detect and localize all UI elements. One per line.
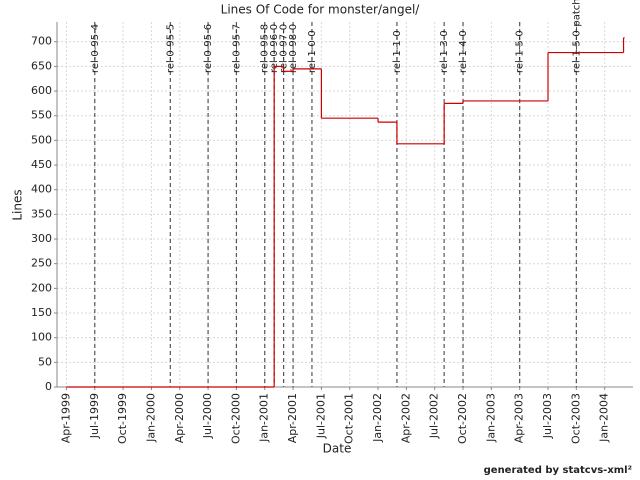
- x-tick-label: Jan-2002: [371, 393, 384, 443]
- x-tick-label: Jul-2000: [201, 393, 214, 439]
- y-tick-label: 300: [31, 232, 52, 245]
- y-tick-label: 450: [31, 158, 52, 171]
- release-label: rel-0-97-0: [279, 24, 290, 73]
- y-tick-label: 200: [31, 281, 52, 294]
- y-tick-label: 700: [31, 35, 52, 48]
- x-tick-label: Apr-2003: [513, 393, 526, 443]
- release-label: rel-0-95-8: [260, 24, 271, 73]
- release-label: rel-1-5-0: [515, 30, 526, 73]
- y-tick-label: 550: [31, 109, 52, 122]
- x-tick-label: Apr-2001: [286, 393, 299, 443]
- chart-title: Lines Of Code for monster/angel/: [221, 3, 421, 17]
- release-label: rel-0-95-4: [90, 24, 101, 73]
- release-label: rel-1-3-0: [439, 30, 450, 73]
- x-tick-label: Oct-2001: [343, 393, 356, 444]
- x-tick-label: Jul-2001: [314, 393, 327, 439]
- release-label: rel-0-98-0: [288, 24, 299, 73]
- y-tick-label: 650: [31, 59, 52, 72]
- release-label: rel-1-1-0: [392, 30, 403, 73]
- y-axis-label: Lines: [11, 189, 25, 220]
- y-tick-label: 100: [31, 331, 52, 344]
- x-tick-label: Jan-2000: [144, 393, 157, 443]
- x-tick-label: Jul-1999: [88, 393, 101, 439]
- x-tick-label: Jan-2004: [598, 393, 611, 443]
- release-label: rel-0-95-5: [165, 24, 176, 73]
- y-tick-label: 400: [31, 183, 52, 196]
- release-label: rel-1-4-0: [458, 30, 469, 73]
- y-tick-label: 50: [38, 355, 52, 368]
- y-tick-label: 600: [31, 84, 52, 97]
- x-tick-label: Jul-2002: [428, 393, 441, 439]
- x-tick-label: Oct-1999: [116, 393, 129, 444]
- x-tick-label: Jul-2003: [541, 393, 554, 439]
- x-tick-label: Jan-2003: [484, 393, 497, 443]
- y-tick-label: 350: [31, 207, 52, 220]
- x-tick-label: Apr-1999: [59, 393, 72, 443]
- x-tick-label: Apr-2000: [173, 393, 186, 443]
- footer: generated by statcvs-xml²: [484, 465, 632, 476]
- release-label: rel-1-5-0-patch: [571, 0, 582, 73]
- y-tick-label: 250: [31, 257, 52, 270]
- release-label: rel-0-95-6: [203, 24, 214, 73]
- release-label: rel-0-96-0: [269, 24, 280, 73]
- release-label: rel-0-95-7: [231, 24, 242, 73]
- y-tick-label: 150: [31, 306, 52, 319]
- release-label: rel-1-0-0: [307, 30, 318, 73]
- y-tick-label: 0: [45, 380, 52, 393]
- x-tick-label: Jan-2001: [258, 393, 271, 443]
- x-axis-label: Date: [323, 442, 352, 456]
- x-tick-label: Oct-2000: [229, 393, 242, 444]
- x-tick-label: Oct-2002: [456, 393, 469, 444]
- x-tick-label: Apr-2002: [399, 393, 412, 443]
- x-tick-label: Oct-2003: [569, 393, 582, 444]
- y-tick-label: 500: [31, 133, 52, 146]
